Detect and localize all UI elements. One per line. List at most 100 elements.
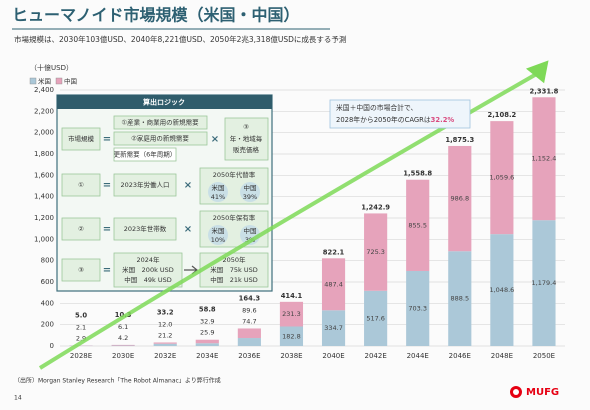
value-label: 888.5 bbox=[450, 295, 469, 303]
logic-title: 算出ロジック bbox=[142, 98, 185, 107]
logic-text: 2024年 bbox=[136, 255, 160, 264]
bar-segment bbox=[279, 301, 304, 327]
x-tick-label: 2040E bbox=[322, 352, 344, 360]
bar-segment bbox=[490, 121, 514, 235]
logic-header bbox=[57, 95, 272, 109]
value-label: 1,048.6 bbox=[489, 286, 514, 294]
logic-text: 2050年保有率 bbox=[213, 213, 256, 222]
logic-text: 中国 21k USD bbox=[210, 275, 258, 284]
logic-text: 39% bbox=[243, 193, 257, 201]
y-tick-label: 400 bbox=[41, 299, 54, 307]
value-label: 1,059.6 bbox=[489, 174, 514, 182]
logic-box-cell bbox=[199, 252, 269, 288]
logic-box-cell bbox=[61, 173, 101, 197]
bar-segment bbox=[490, 234, 514, 346]
bar-segment bbox=[195, 339, 219, 344]
legend-swatch bbox=[55, 77, 63, 85]
logic-text: 市場規模 bbox=[68, 134, 95, 143]
value-label: 89.6 bbox=[242, 306, 256, 314]
operator: = bbox=[103, 134, 111, 145]
bar-segment bbox=[532, 220, 556, 346]
bars: 2028E2.92.15.02030E4.26.110.32032E21.212… bbox=[69, 87, 559, 360]
legend-label: 米国 bbox=[38, 77, 51, 86]
trend-arrow-head bbox=[525, 60, 549, 84]
value-label: 21.2 bbox=[158, 331, 172, 339]
bar-segment bbox=[448, 145, 472, 252]
y-tick-label: 0 bbox=[50, 342, 54, 350]
annotation: 米国＋中国の市場合計で、 2028年から2050年のCAGRは32.2% bbox=[329, 99, 471, 129]
x-tick-label: 2032E bbox=[154, 352, 176, 360]
annotation-text: 米国＋中国の市場合計で、 bbox=[336, 103, 417, 112]
logic-box: 算出ロジック 市場規模 = ①産業・商業用の新規需要 ②家庭用の新規需要 更新需… bbox=[56, 94, 273, 292]
operator: × bbox=[184, 180, 192, 191]
x-tick-label: 2042E bbox=[365, 352, 387, 360]
badge bbox=[208, 225, 228, 245]
source: （出所）Morgan Stanley Research「The Robot Al… bbox=[14, 377, 221, 385]
value-label: 855.5 bbox=[408, 221, 427, 229]
subtitle: 市場規模は、2030年103億USD、2040年8,221億USD、2050年2… bbox=[14, 34, 346, 44]
logic-text: 米国 75k USD bbox=[210, 265, 258, 274]
value-label: 182.8 bbox=[282, 332, 301, 340]
y-tick-label: 1,800 bbox=[34, 150, 54, 158]
total-label: 1,875.3 bbox=[445, 136, 474, 144]
y-tick-label: 1,600 bbox=[34, 171, 54, 179]
value-label: 2.1 bbox=[76, 323, 86, 331]
total-label: 58.8 bbox=[199, 306, 216, 314]
logic-text: 米国 bbox=[212, 183, 225, 192]
operator: = bbox=[103, 180, 111, 191]
annotation-text: 2028年から2050年のCAGRは bbox=[336, 115, 431, 124]
logic-box-cell bbox=[61, 217, 101, 241]
logic-text: 米国 bbox=[212, 226, 225, 235]
bar-segment bbox=[321, 310, 346, 346]
value-label: 4.2 bbox=[118, 334, 128, 342]
logic-text: ③ bbox=[243, 123, 249, 131]
logic-text: ②家庭用の新規需要 bbox=[131, 134, 189, 143]
bar-segment bbox=[237, 338, 261, 346]
value-label: 703.3 bbox=[408, 304, 427, 312]
x-tick-label: 2048E bbox=[491, 352, 513, 360]
y-tick-label: 1,400 bbox=[34, 193, 54, 201]
value-label: 487.4 bbox=[324, 280, 343, 288]
x-tick-label: 2050E bbox=[533, 352, 555, 360]
annotation-box bbox=[329, 99, 471, 129]
bar-segment bbox=[195, 343, 219, 346]
total-label: 822.1 bbox=[323, 248, 345, 256]
total-label: 1,242.9 bbox=[361, 203, 390, 211]
total-label: 164.3 bbox=[239, 294, 261, 302]
logic-text: 中国 bbox=[244, 226, 257, 235]
logic-text: 41% bbox=[211, 193, 225, 201]
legend-swatch bbox=[29, 77, 37, 85]
value-label: 725.3 bbox=[366, 248, 385, 256]
total-label: 2,331.8 bbox=[530, 87, 559, 95]
operator: = bbox=[103, 265, 111, 276]
value-label: 1,179.4 bbox=[532, 279, 557, 287]
bar-segment bbox=[364, 290, 388, 346]
value-label: 6.1 bbox=[118, 323, 128, 331]
x-tick-label: 2028E bbox=[70, 352, 92, 360]
value-label: 231.3 bbox=[282, 310, 301, 318]
logic-text: ③ bbox=[78, 266, 84, 274]
value-label: 986.8 bbox=[450, 195, 469, 203]
logic-text: 2023年世帯数 bbox=[124, 224, 167, 233]
logic-text: 販売価格 bbox=[233, 145, 260, 154]
logic-text: 2023年労働人口 bbox=[120, 180, 169, 189]
logic-text: ①産業・商業用の新規需要 bbox=[121, 118, 199, 127]
legend-label: 中国 bbox=[64, 77, 77, 86]
unit-label: （十億USD） bbox=[30, 63, 73, 72]
logic-text: 2050年代替率 bbox=[213, 170, 256, 179]
logic-box-cell bbox=[224, 117, 269, 161]
total-label: 414.1 bbox=[281, 292, 303, 300]
logic-box-cell bbox=[113, 115, 208, 130]
logic-box-cell bbox=[61, 127, 101, 151]
bar-segment bbox=[406, 179, 430, 271]
y-tick-label: 600 bbox=[41, 278, 54, 286]
slide-title: ヒューマノイド市場規模（米国・中国） bbox=[12, 6, 300, 25]
value-label: 32.9 bbox=[200, 318, 214, 326]
x-tick-label: 2034E bbox=[196, 352, 218, 360]
logic-text: 中国 bbox=[244, 183, 257, 192]
logic-box-cell bbox=[113, 217, 177, 241]
y-tick-label: 200 bbox=[41, 321, 54, 329]
total-label: 33.2 bbox=[157, 308, 174, 316]
badge bbox=[240, 182, 260, 202]
